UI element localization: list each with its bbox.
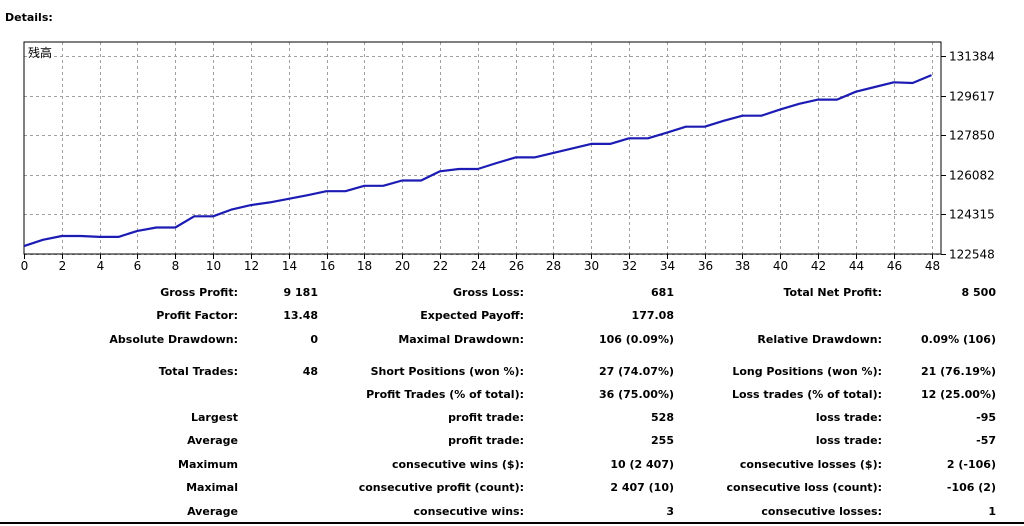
x-tick-label: 4 <box>97 259 105 273</box>
short-positions-label: Short Positions (won %): <box>370 365 524 378</box>
loss-trades-value: 12 (25.00%) <box>920 388 996 401</box>
x-tick-label: 14 <box>282 259 297 273</box>
x-tick-label: 42 <box>811 259 826 273</box>
y-tick-label: 124315 <box>949 208 995 222</box>
long-positions-label: Long Positions (won %): <box>732 365 882 378</box>
x-tick-label: 30 <box>584 259 599 273</box>
x-tick-label: 24 <box>471 259 486 273</box>
y-tick-label: 122548 <box>949 248 995 262</box>
x-tick-label: 32 <box>622 259 637 273</box>
y-tick-label: 131384 <box>949 50 995 64</box>
maximal-drawdown-value: 106 (0.09%) <box>598 333 674 346</box>
x-tick-label: 18 <box>357 259 372 273</box>
y-axis-ticks: 122548 124315 126082 127850 129617 131384 <box>941 50 995 262</box>
profit-trades-value: 36 (75.00%) <box>598 388 674 401</box>
largest-profit-trade-value: 528 <box>651 411 674 424</box>
avg-consecutive-losses-value: 1 <box>988 505 996 518</box>
balance-line <box>23 74 932 248</box>
maximal-label: Maximal <box>186 481 238 494</box>
x-tick-label: 38 <box>735 259 750 273</box>
relative-drawdown-label: Relative Drawdown: <box>757 333 882 346</box>
max-consecutive-losses-value: 2 (-106) <box>946 458 996 471</box>
y-tick-label: 126082 <box>949 169 995 183</box>
chart-grid <box>24 42 941 255</box>
x-tick-label: 36 <box>698 259 713 273</box>
plot-frame <box>23 41 942 255</box>
profit-factor-label: Profit Factor: <box>156 309 238 322</box>
largest-label: Largest <box>191 411 238 424</box>
x-axis-ticks: 0 2 4 6 8 10 12 14 16 18 20 22 24 26 28 30 32 34 36 38 40 42 4… <box>21 254 940 273</box>
balance-series <box>23 74 932 248</box>
profit-trades-label: Profit Trades (% of total): <box>366 388 524 401</box>
x-tick-label: 22 <box>433 259 448 273</box>
average-profit-trade-value: 255 <box>651 434 674 447</box>
x-tick-label: 26 <box>509 259 524 273</box>
details-label: Details: <box>5 11 53 24</box>
largest-loss-trade-label: loss trade: <box>815 411 882 424</box>
profit-factor-value: 13.48 <box>283 309 318 322</box>
y-tick-label: 129617 <box>949 90 995 104</box>
absolute-drawdown-value: 0 <box>310 333 318 346</box>
maximal-drawdown-label: Maximal Drawdown: <box>398 333 524 346</box>
total-trades-label: Total Trades: <box>158 365 238 378</box>
x-tick-label: 6 <box>134 259 142 273</box>
x-tick-label: 46 <box>887 259 902 273</box>
maximum-label: Maximum <box>178 458 238 471</box>
x-tick-label: 48 <box>925 259 940 273</box>
x-tick-label: 34 <box>660 259 675 273</box>
x-tick-label: 10 <box>206 259 221 273</box>
x-tick-label: 40 <box>773 259 788 273</box>
avg-consecutive-wins-label: consecutive wins: <box>413 505 524 518</box>
maximal-consecutive-loss-value: -106 (2) <box>946 481 996 494</box>
short-positions-value: 27 (74.07%) <box>598 365 674 378</box>
max-consecutive-wins-label: consecutive wins ($): <box>391 458 524 471</box>
x-tick-label: 20 <box>395 259 410 273</box>
total-trades-value: 48 <box>302 365 318 378</box>
largest-profit-trade-label: profit trade: <box>448 411 524 424</box>
maximal-consecutive-profit-label: consecutive profit (count): <box>358 481 524 494</box>
gross-profit-value: 9 181 <box>283 286 318 299</box>
max-consecutive-wins-value: 10 (2 407) <box>610 458 674 471</box>
long-positions-value: 21 (76.19%) <box>920 365 996 378</box>
bottom-divider <box>0 522 1024 524</box>
x-tick-label: 0 <box>21 259 29 273</box>
gross-loss-label: Gross Loss: <box>453 286 524 299</box>
relative-drawdown-value: 0.09% (106) <box>920 333 996 346</box>
chart-frame <box>23 41 942 255</box>
average-label: Average <box>187 434 238 447</box>
chart-title: 残高 <box>28 45 52 60</box>
absolute-drawdown-label: Absolute Drawdown: <box>109 333 238 346</box>
average-loss-trade-value: -57 <box>976 434 996 447</box>
x-tick-label: 16 <box>320 259 335 273</box>
average-consecutive-label: Average <box>187 505 238 518</box>
max-consecutive-losses-label: consecutive losses ($): <box>739 458 882 471</box>
x-tick-label: 2 <box>59 259 67 273</box>
average-profit-trade-label: profit trade: <box>448 434 524 447</box>
x-tick-label: 28 <box>546 259 561 273</box>
gross-profit-label: Gross Profit: <box>160 286 238 299</box>
avg-consecutive-wins-value: 3 <box>666 505 674 518</box>
gross-loss-value: 681 <box>651 286 674 299</box>
y-tick-label: 127850 <box>949 129 995 143</box>
maximal-consecutive-loss-label: consecutive loss (count): <box>726 481 882 494</box>
x-tick-label: 44 <box>849 259 864 273</box>
average-loss-trade-label: loss trade: <box>815 434 882 447</box>
avg-consecutive-losses-label: consecutive losses: <box>761 505 882 518</box>
loss-trades-label: Loss trades (% of total): <box>731 388 882 401</box>
total-net-profit-label: Total Net Profit: <box>783 286 883 299</box>
balance-chart: 残高 0 2 4 6 8 10 12 14 16 18 20 22 24 26 28 30 32 34 36 38 40… <box>21 41 995 273</box>
maximal-consecutive-profit-value: 2 407 (10) <box>610 481 674 494</box>
expected-payoff-value: 177.08 <box>631 309 674 322</box>
total-net-profit-value: 8 500 <box>961 286 996 299</box>
expected-payoff-label: Expected Payoff: <box>420 309 524 322</box>
largest-loss-trade-value: -95 <box>976 411 996 424</box>
x-tick-label: 8 <box>172 259 180 273</box>
x-tick-label: 12 <box>244 259 259 273</box>
